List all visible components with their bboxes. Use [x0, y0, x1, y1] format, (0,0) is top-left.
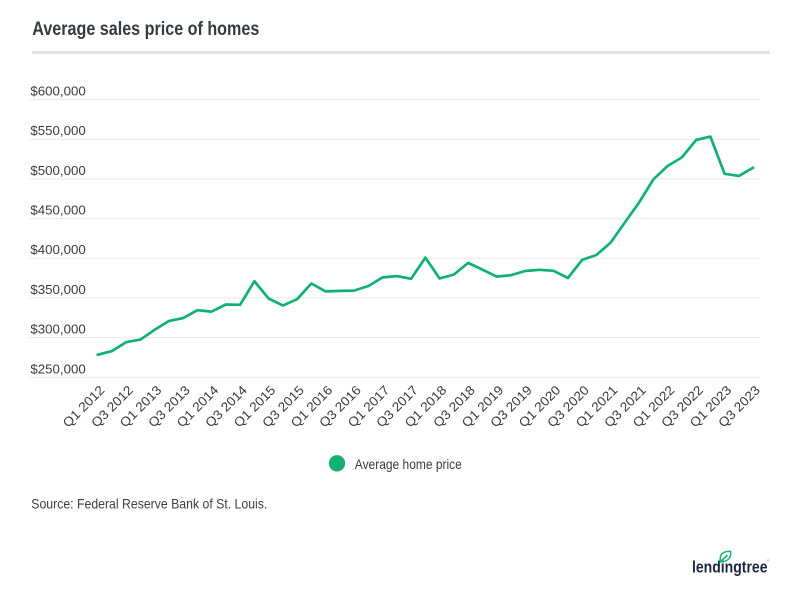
svg-text:$500,000: $500,000 — [30, 163, 85, 178]
svg-text:$300,000: $300,000 — [30, 322, 85, 337]
svg-text:®: ® — [767, 558, 770, 563]
svg-text:$400,000: $400,000 — [30, 242, 85, 257]
svg-text:Source: Federal Reserve Bank o: Source: Federal Reserve Bank of St. Loui… — [31, 496, 267, 512]
svg-text:$350,000: $350,000 — [30, 282, 85, 297]
svg-text:$550,000: $550,000 — [30, 123, 85, 138]
svg-text:$450,000: $450,000 — [30, 203, 85, 218]
svg-text:Average sales price of homes: Average sales price of homes — [32, 19, 259, 40]
svg-text:$250,000: $250,000 — [30, 361, 85, 376]
svg-text:lendingtree: lendingtree — [692, 558, 768, 577]
svg-text:$600,000: $600,000 — [30, 84, 85, 99]
svg-text:Average home price: Average home price — [355, 456, 462, 472]
